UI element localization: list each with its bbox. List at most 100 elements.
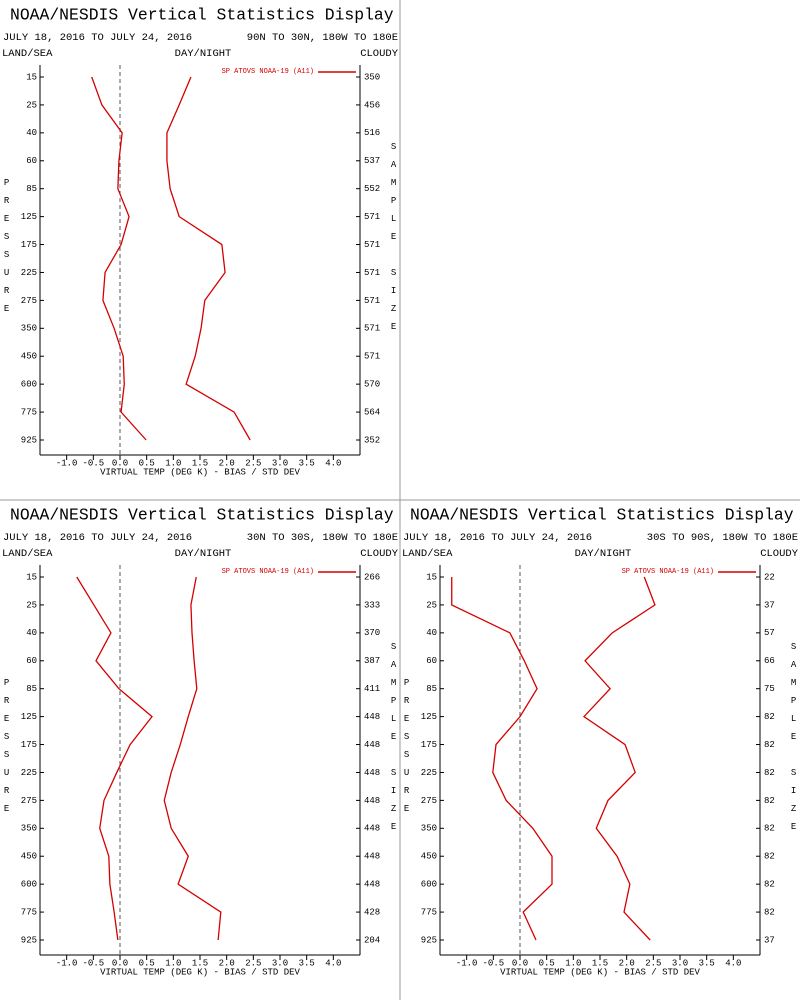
- sample-size: 82: [764, 740, 775, 750]
- sample-size: 387: [364, 656, 380, 666]
- x-tick-label: 4.0: [325, 958, 341, 968]
- sample-size: 552: [364, 184, 380, 194]
- y-tick-label: 925: [21, 935, 37, 945]
- x-tick-label: 4.0: [725, 958, 741, 968]
- sample-size: 82: [764, 712, 775, 722]
- y-tick-label: 60: [26, 656, 37, 666]
- x-tick-label: 0.0: [512, 958, 528, 968]
- x-label: VIRTUAL TEMP (DEG K) - BIAS / STD DEV: [100, 467, 300, 477]
- x-label: VIRTUAL TEMP (DEG K) - BIAS / STD DEV: [500, 967, 700, 977]
- sample-size: 571: [364, 212, 380, 222]
- x-tick-label: -0.5: [83, 958, 105, 968]
- cloudy: CLOUDY: [360, 548, 399, 560]
- sample-size: 370: [364, 628, 380, 638]
- data-line: [76, 576, 153, 941]
- day-night: DAY/NIGHT: [575, 548, 632, 560]
- title: NOAA/NESDIS Vertical Statistics Display: [10, 505, 394, 524]
- x-tick-label: 0.0: [112, 958, 128, 968]
- data-line: [166, 76, 251, 441]
- x-tick-label: 1.5: [192, 458, 208, 468]
- sample-size: 571: [364, 352, 380, 362]
- region: 30N TO 30S, 180W TO 180E: [247, 532, 398, 544]
- panel: NOAA/NESDIS Vertical Statistics Display J…: [402, 505, 799, 977]
- sample-size: 448: [364, 880, 380, 890]
- y-tick-label: 600: [421, 880, 437, 890]
- y-tick-label: 85: [26, 184, 37, 194]
- y-tick-label: 25: [26, 600, 37, 610]
- x-tick-label: 3.5: [299, 958, 315, 968]
- sample-size: 571: [364, 268, 380, 278]
- x-tick-label: 1.5: [192, 958, 208, 968]
- x-tick-label: 0.5: [139, 458, 155, 468]
- x-tick-label: 3.0: [672, 958, 688, 968]
- y-tick-label: 125: [421, 712, 437, 722]
- sample-size: 82: [764, 824, 775, 834]
- sample-size: 352: [364, 435, 380, 445]
- sample-size: 37: [764, 935, 775, 945]
- y-tick-label: 40: [26, 628, 37, 638]
- x-tick-label: 4.0: [325, 458, 341, 468]
- sample-size: 66: [764, 656, 775, 666]
- date-range: JULY 18, 2016 TO JULY 24, 2016: [3, 532, 192, 544]
- y-tick-label: 225: [421, 768, 437, 778]
- x-tick-label: -0.5: [483, 958, 505, 968]
- x-tick-label: 1.0: [565, 958, 581, 968]
- sample-size: 428: [364, 907, 380, 917]
- y-tick-label: 15: [26, 72, 37, 82]
- title: NOAA/NESDIS Vertical Statistics Display: [410, 505, 794, 524]
- legend-label: SP ATOVS NOAA-19 (A11): [222, 68, 314, 76]
- region: 90N TO 30N, 180W TO 180E: [247, 32, 398, 44]
- land-sea: LAND/SEA: [2, 48, 53, 60]
- sample-size: 448: [364, 852, 380, 862]
- legend-label: SP ATOVS NOAA-19 (A11): [622, 568, 714, 576]
- y-tick-label: 775: [21, 407, 37, 417]
- sample-size: 571: [364, 296, 380, 306]
- sample-size: 448: [364, 768, 380, 778]
- y-tick-label: 85: [26, 684, 37, 694]
- x-tick-label: 0.0: [112, 458, 128, 468]
- land-sea: LAND/SEA: [2, 548, 53, 560]
- sample-size: 350: [364, 72, 380, 82]
- x-label: VIRTUAL TEMP (DEG K) - BIAS / STD DEV: [100, 967, 300, 977]
- y-tick-label: 40: [426, 628, 437, 638]
- y-tick-label: 225: [21, 768, 37, 778]
- x-tick-label: 2.5: [645, 958, 661, 968]
- x-tick-label: 1.0: [165, 458, 181, 468]
- sample-size: 537: [364, 156, 380, 166]
- sample-size: 448: [364, 824, 380, 834]
- sample-size: 516: [364, 128, 380, 138]
- panel: NOAA/NESDIS Vertical Statistics Display J…: [2, 505, 399, 977]
- x-tick-label: 2.5: [245, 458, 261, 468]
- sample-size: 82: [764, 768, 775, 778]
- sample-size: 82: [764, 796, 775, 806]
- data-line: [91, 76, 147, 441]
- sample-size: 57: [764, 628, 775, 638]
- y-label: PRESSURE: [402, 678, 412, 822]
- y-tick-label: 275: [421, 796, 437, 806]
- y-tick-label: 350: [21, 324, 37, 334]
- x-tick-label: 3.0: [272, 458, 288, 468]
- data-line: [583, 576, 656, 941]
- sample-size: 37: [764, 600, 775, 610]
- sample-size: 82: [764, 907, 775, 917]
- x-tick-label: 1.0: [165, 958, 181, 968]
- panel: NOAA/NESDIS Vertical Statistics Display J…: [2, 5, 399, 477]
- y-tick-label: 15: [26, 572, 37, 582]
- y-label: PRESSURE: [2, 178, 12, 322]
- sample-size: 204: [364, 935, 380, 945]
- day-night: DAY/NIGHT: [175, 48, 232, 60]
- sample-size: 22: [764, 572, 775, 582]
- y-tick-label: 40: [26, 128, 37, 138]
- y-tick-label: 25: [26, 100, 37, 110]
- data-line: [163, 576, 222, 941]
- y-tick-label: 60: [26, 156, 37, 166]
- sample-size: 411: [364, 684, 380, 694]
- x-tick-label: 2.5: [245, 958, 261, 968]
- x-tick-label: 2.0: [219, 458, 235, 468]
- region: 30S TO 90S, 180W TO 180E: [647, 532, 798, 544]
- y-tick-label: 600: [21, 880, 37, 890]
- y-tick-label: 125: [21, 212, 37, 222]
- sample-size: 564: [364, 407, 380, 417]
- y-tick-label: 450: [421, 852, 437, 862]
- y-tick-label: 25: [426, 600, 437, 610]
